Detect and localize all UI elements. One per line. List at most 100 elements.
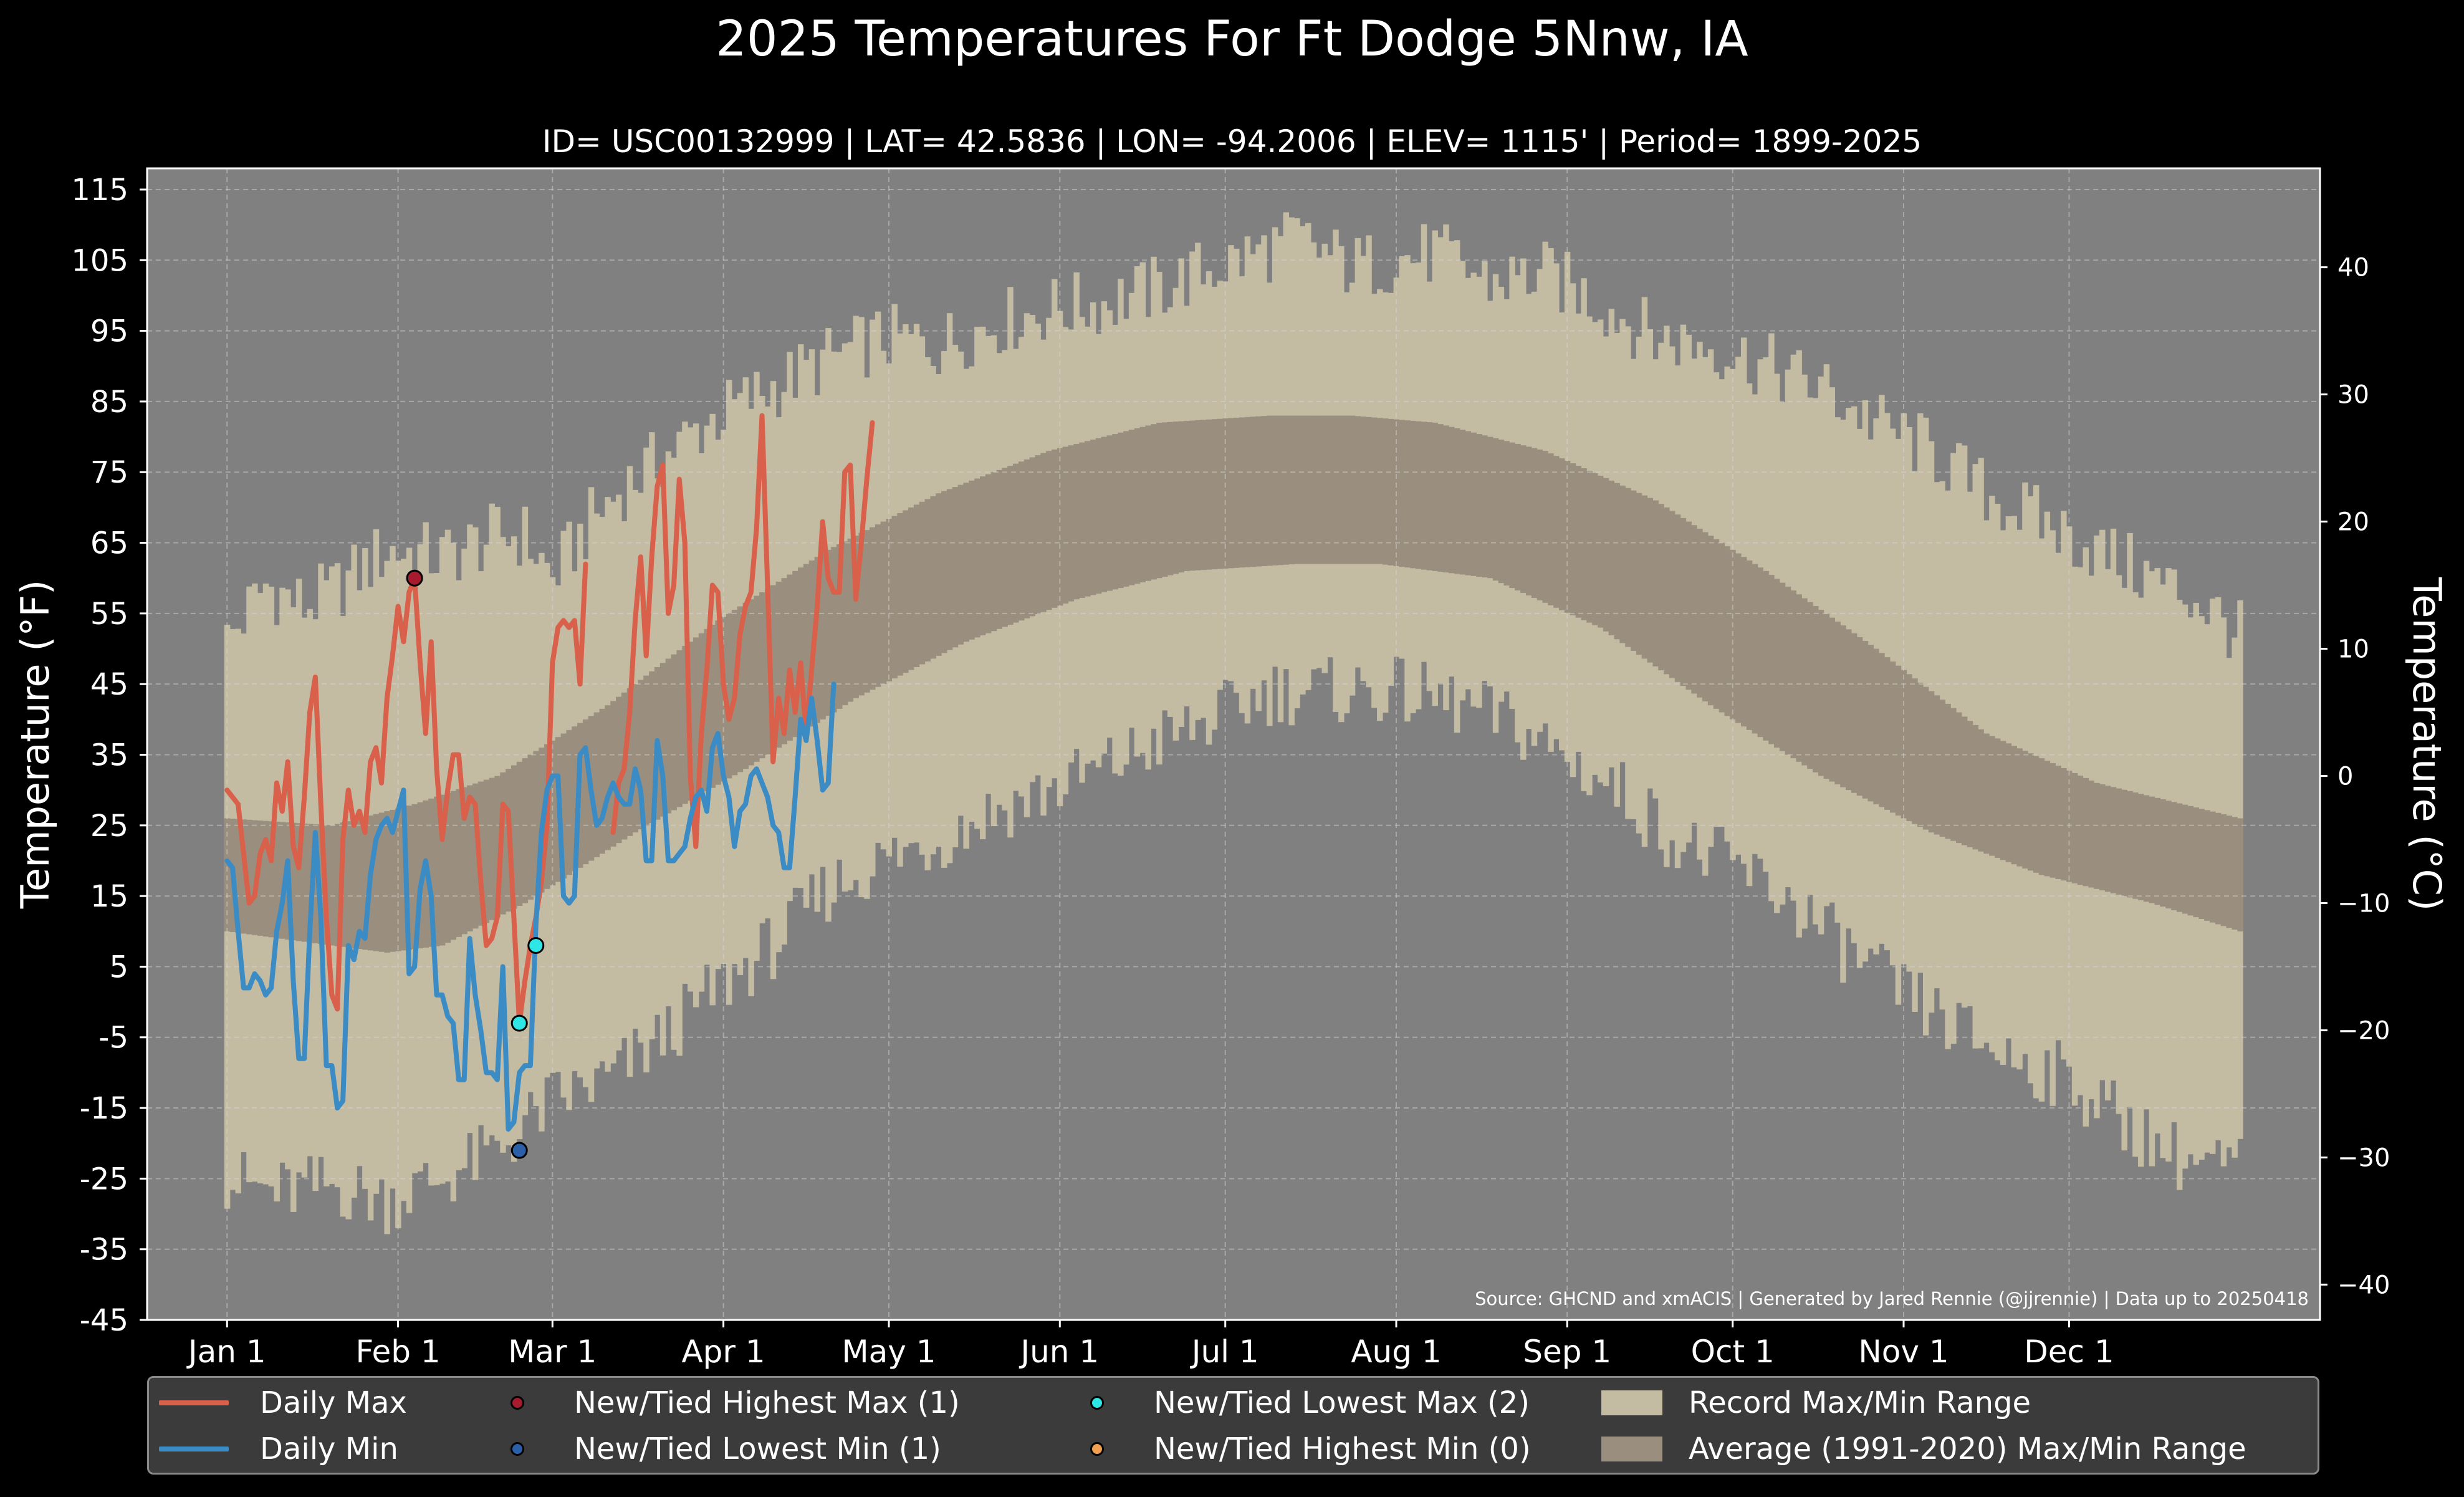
average-range-bar — [1410, 420, 1416, 569]
average-range-bar — [1095, 438, 1102, 594]
average-range-bar — [2104, 786, 2111, 892]
average-range-bar — [1934, 695, 1940, 835]
average-range-bar — [1713, 539, 1720, 709]
average-range-bar — [1851, 633, 1858, 793]
average-range-bar — [2160, 799, 2166, 907]
average-range-bar — [610, 701, 616, 847]
average-range-bar — [2049, 763, 2056, 878]
average-range-bar — [1487, 436, 1493, 579]
average-range-bar — [262, 821, 269, 937]
average-range-bar — [1437, 424, 1444, 572]
average-range-bar — [1906, 674, 1912, 822]
average-range-bar — [1002, 468, 1008, 627]
average-range-bar — [1614, 483, 1620, 640]
average-range-bar — [439, 794, 446, 946]
y-tick-label: 45 — [90, 667, 128, 702]
legend: Daily Max Daily Min New/Tied Highest Max (… — [147, 1376, 2319, 1475]
average-range-bar — [1167, 421, 1174, 575]
average-range-bar — [2121, 789, 2127, 897]
average-range-bar — [1211, 419, 1218, 570]
y-tick-label: -45 — [80, 1303, 128, 1338]
average-range-bar — [2028, 753, 2034, 871]
y-tick-label: -15 — [80, 1091, 128, 1126]
average-range-bar — [1834, 621, 1841, 785]
average-range-bar — [373, 814, 380, 951]
average-range-bar — [1172, 421, 1179, 574]
average-range-bar — [886, 519, 893, 681]
average-range-bar — [1967, 721, 1973, 847]
average-range-bar — [1267, 415, 1273, 566]
average-range-bar — [2005, 743, 2012, 862]
y-tick-label: 115 — [71, 173, 128, 208]
average-range-bar — [334, 824, 341, 946]
average-range-bar — [1052, 449, 1058, 608]
average-range-bar — [1989, 736, 1995, 856]
average-range-bar — [2154, 797, 2161, 905]
average-range-bar — [748, 599, 754, 766]
y-tick-label: -35 — [80, 1233, 128, 1268]
average-range-bar — [1509, 442, 1515, 589]
average-range-bar — [2033, 756, 2040, 873]
average-range-bar — [1575, 466, 1582, 618]
average-range-bar — [494, 776, 501, 918]
average-range-bar — [1321, 415, 1328, 564]
average-range-bar — [1978, 729, 1984, 852]
average-range-bar — [2038, 758, 2045, 875]
average-range-bar — [737, 606, 744, 773]
average-range-bar — [990, 472, 997, 632]
average-range-bar — [1779, 582, 1786, 751]
average-range-bar — [2232, 817, 2238, 930]
average-range-bar — [516, 761, 523, 906]
average-range-bar — [549, 740, 556, 886]
y-tick-label: 85 — [90, 385, 128, 420]
y-tick-label: 25 — [90, 809, 128, 844]
average-range-bar — [312, 824, 319, 943]
average-range-bar — [1360, 416, 1366, 564]
average-range-bar — [853, 536, 859, 698]
legend-dot-swatch — [1090, 1442, 1104, 1456]
average-range-bar — [1641, 495, 1648, 659]
average-range-bar — [274, 821, 280, 938]
average-range-bar — [1393, 419, 1400, 566]
average-range-bar — [798, 567, 804, 734]
average-range-bar — [715, 620, 721, 785]
average-range-bar — [1415, 421, 1422, 569]
average-range-bar — [2176, 803, 2183, 912]
average-range-bar — [2193, 807, 2199, 918]
average-range-bar — [1277, 415, 1284, 566]
series-layer — [224, 413, 875, 1132]
average-range-bar — [1597, 475, 1604, 628]
average-range-bar — [1796, 594, 1802, 762]
average-range-bar — [1625, 488, 1631, 647]
y-tick-label: 5 — [109, 950, 128, 984]
average-range-bar — [1813, 605, 1819, 773]
average-range-bar — [1161, 422, 1168, 577]
average-range-bar — [1470, 432, 1477, 576]
average-range-bar — [2182, 804, 2188, 914]
average-range-bar — [1023, 459, 1030, 619]
average-range-bar — [820, 553, 826, 720]
average-range-bar — [1680, 517, 1687, 686]
average-range-bar — [1961, 716, 1968, 845]
average-range-bar — [1123, 431, 1129, 587]
average-range-bar — [2116, 788, 2122, 895]
average-range-bar — [1608, 480, 1615, 635]
average-range-bar — [1972, 724, 1979, 850]
average-range-bar — [1288, 415, 1295, 565]
legend-patch-swatch — [1601, 1390, 1662, 1415]
average-range-bar — [1664, 507, 1670, 675]
average-range-bar — [1371, 417, 1378, 564]
average-range-bar — [924, 499, 931, 662]
average-range-bar — [1586, 470, 1593, 623]
average-range-bar — [1724, 546, 1730, 716]
average-range-bar — [2088, 780, 2094, 888]
average-range-bar — [1338, 415, 1345, 564]
average-range-bar — [295, 823, 302, 941]
average-range-bar — [395, 808, 401, 951]
average-range-bar — [1029, 457, 1036, 617]
average-range-bar — [1846, 629, 1852, 791]
average-range-bar — [1840, 625, 1846, 787]
average-range-bar — [2083, 777, 2089, 887]
average-range-bar — [1459, 430, 1466, 575]
average-range-bar — [616, 696, 622, 844]
